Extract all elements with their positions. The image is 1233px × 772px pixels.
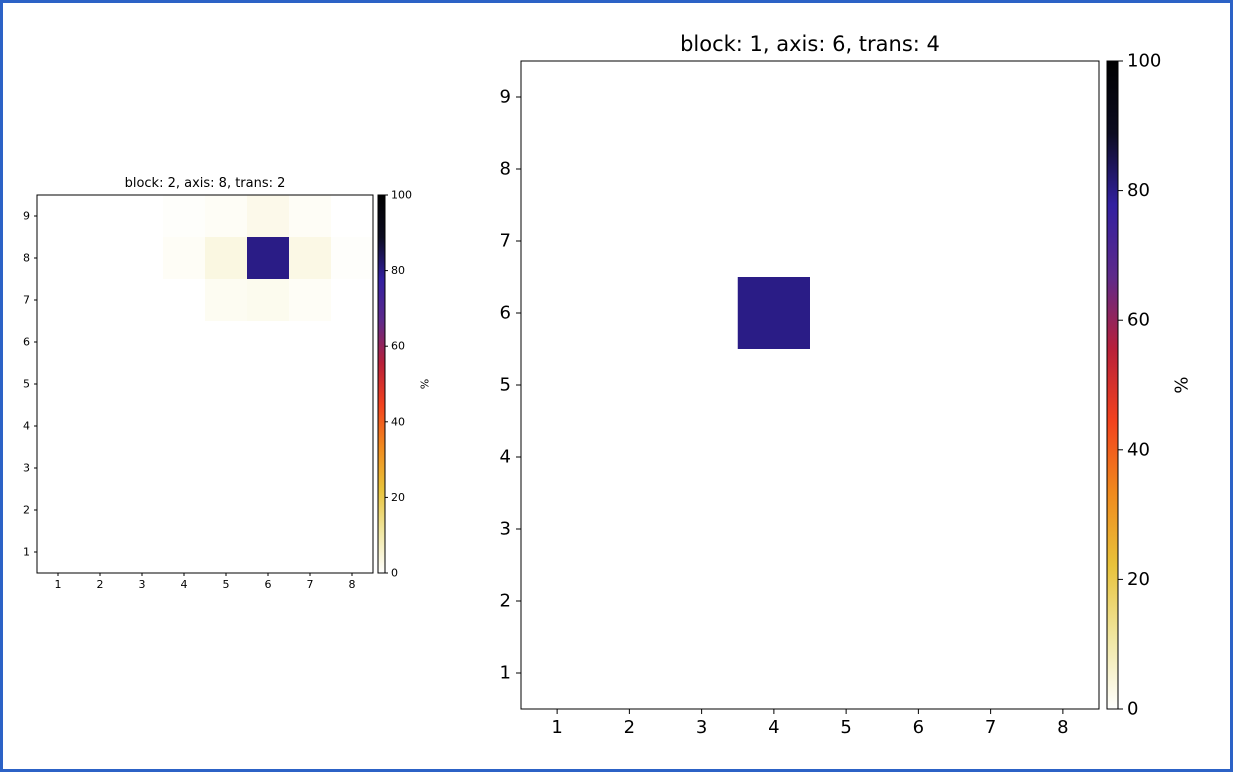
- heatmap-cell: [289, 279, 331, 321]
- colorbar-tick-label: 20: [391, 491, 405, 504]
- x-tick-label: 1: [551, 717, 562, 738]
- colorbar-tick-label: 60: [1127, 310, 1150, 331]
- x-tick-label: 5: [223, 578, 230, 591]
- y-tick-label: 5: [23, 378, 30, 391]
- x-tick-label: 3: [139, 578, 146, 591]
- colorbar-tick-label: 80: [1127, 180, 1150, 201]
- y-tick-label: 1: [500, 663, 511, 684]
- x-tick-label: 4: [768, 717, 779, 738]
- y-tick-label: 9: [500, 87, 511, 108]
- colorbar-tick-label: 0: [1127, 699, 1138, 720]
- colorbar-label: %: [1172, 376, 1193, 393]
- y-tick-label: 5: [500, 375, 511, 396]
- heatmap-cell: [205, 237, 247, 279]
- heatmap-cell: [247, 279, 289, 321]
- y-tick-label: 8: [500, 159, 511, 180]
- chart-title: block: 2, axis: 8, trans: 2: [125, 176, 286, 191]
- y-tick-label: 7: [500, 231, 511, 252]
- x-tick-label: 8: [349, 578, 356, 591]
- heatmap-cell: [247, 195, 289, 237]
- plot-area: [521, 61, 1099, 709]
- y-tick-label: 6: [500, 303, 511, 324]
- x-tick-label: 5: [840, 717, 851, 738]
- y-tick-label: 1: [23, 546, 30, 559]
- y-tick-label: 2: [500, 591, 511, 612]
- x-tick-label: 8: [1057, 717, 1068, 738]
- y-tick-label: 6: [23, 336, 30, 349]
- x-tick-label: 2: [97, 578, 104, 591]
- heatmap-cell: [247, 237, 289, 279]
- y-tick-label: 8: [23, 252, 30, 265]
- y-tick-label: 3: [500, 519, 511, 540]
- colorbar-tick-label: 100: [1127, 51, 1161, 72]
- y-tick-label: 4: [23, 420, 30, 433]
- x-tick-label: 7: [307, 578, 314, 591]
- heatmap-cell: [331, 237, 373, 279]
- heatmap-cell: [737, 277, 810, 349]
- y-tick-label: 7: [23, 294, 30, 307]
- colorbar-tick-label: 60: [391, 340, 405, 353]
- y-tick-label: 4: [500, 447, 511, 468]
- colorbar-tick-label: 40: [1127, 439, 1150, 460]
- heatmap-cell: [289, 195, 331, 237]
- y-tick-label: 9: [23, 210, 30, 223]
- chart-title: block: 1, axis: 6, trans: 4: [680, 32, 940, 56]
- colorbar-tick-label: 80: [391, 264, 405, 277]
- heatmap-cell: [163, 237, 205, 279]
- heatmap-cell: [163, 195, 205, 237]
- colorbar-tick-label: 20: [1127, 569, 1150, 590]
- colorbar-tick-label: 40: [391, 415, 405, 428]
- x-tick-label: 6: [265, 578, 272, 591]
- colorbar: [1106, 60, 1119, 710]
- heatmap-cell: [205, 195, 247, 237]
- y-tick-label: 2: [23, 504, 30, 517]
- colorbar: [377, 194, 386, 574]
- colorbar-tick-label: 0: [391, 567, 398, 580]
- heatmap-cell: [289, 237, 331, 279]
- colorbar-label: %: [419, 379, 432, 389]
- x-tick-label: 7: [985, 717, 996, 738]
- x-tick-label: 2: [624, 717, 635, 738]
- x-tick-label: 3: [696, 717, 707, 738]
- y-tick-label: 3: [23, 462, 30, 475]
- x-tick-label: 1: [55, 578, 62, 591]
- x-tick-label: 4: [181, 578, 188, 591]
- x-tick-label: 6: [913, 717, 924, 738]
- colorbar-tick-label: 100: [391, 189, 412, 202]
- heatmap-cell: [205, 279, 247, 321]
